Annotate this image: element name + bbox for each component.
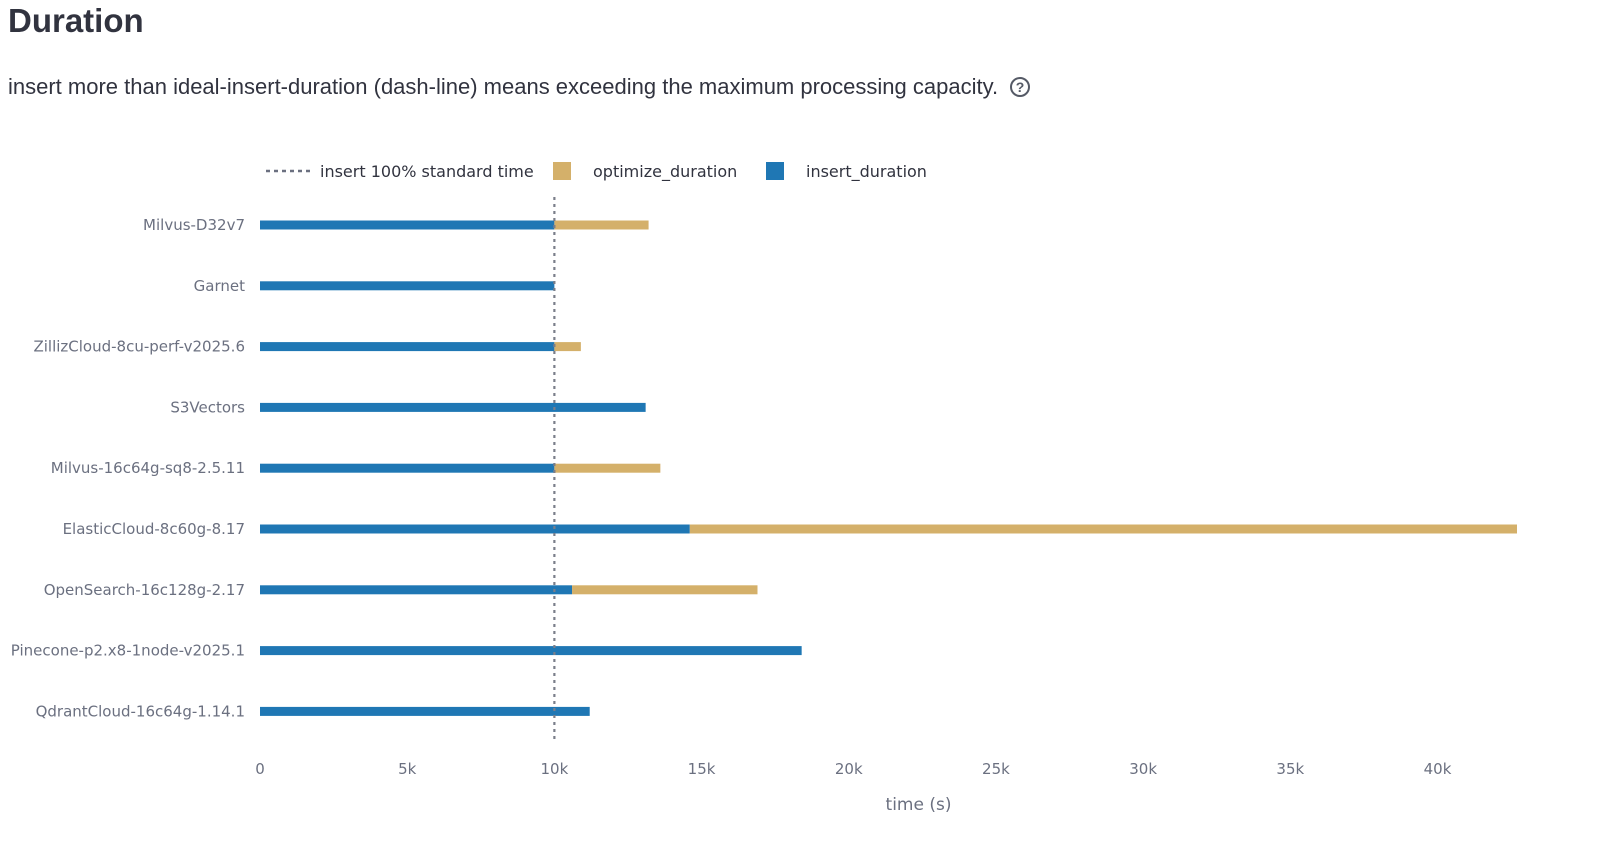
x-tick-label: 20k — [835, 760, 863, 778]
legend-swatch-optimize — [553, 162, 571, 180]
bar-insert-duration — [260, 585, 573, 595]
page-title: Duration — [8, 2, 144, 39]
legend-swatch-insert — [766, 162, 784, 180]
bar-insert-duration — [260, 706, 590, 716]
category-label: Milvus-D32v7 — [143, 216, 245, 234]
bar-insert-duration — [260, 646, 802, 656]
x-axis-title: time (s) — [886, 795, 952, 815]
legend-label-optimize: optimize_duration — [593, 162, 737, 182]
category-label: S3Vectors — [170, 398, 245, 416]
bar-optimize-duration — [554, 220, 649, 230]
subtitle-text: insert more than ideal-insert-duration (… — [8, 74, 999, 99]
category-label: QdrantCloud-16c64g-1.14.1 — [36, 702, 245, 720]
bar-optimize-duration — [572, 585, 758, 595]
bar-optimize-duration — [554, 463, 661, 473]
category-label: Milvus-16c64g-sq8-2.5.11 — [51, 459, 245, 477]
bar-optimize-duration — [689, 524, 1517, 534]
x-tick-label: 10k — [540, 760, 568, 778]
legend-label-standard-time: insert 100% standard time — [320, 162, 534, 181]
bar-insert-duration — [260, 463, 555, 473]
x-tick-label: 35k — [1276, 760, 1304, 778]
x-tick-label: 40k — [1424, 760, 1452, 778]
bar-insert-duration — [260, 220, 555, 230]
chart-description: insert more than ideal-insert-duration (… — [8, 74, 1031, 100]
duration-chart: insert 100% standard time optimize_durati… — [11, 162, 1517, 815]
x-tick-label: 30k — [1129, 760, 1157, 778]
x-tick-label: 5k — [398, 760, 417, 778]
x-tick-label: 25k — [982, 760, 1010, 778]
x-tick-label: 0 — [255, 760, 265, 778]
x-tick-label: 15k — [688, 760, 716, 778]
category-label: Pinecone-p2.x8-1node-v2025.1 — [11, 642, 245, 660]
bar-insert-duration — [260, 342, 555, 352]
bar-optimize-duration — [554, 342, 581, 352]
category-label: Garnet — [194, 277, 245, 295]
question-circle-icon[interactable]: ? — [1010, 77, 1031, 97]
legend-label-insert: insert_duration — [806, 162, 927, 182]
bar-insert-duration — [260, 524, 690, 534]
category-label: ElasticCloud-8c60g-8.17 — [63, 520, 245, 538]
category-label: OpenSearch-16c128g-2.17 — [44, 581, 245, 599]
bar-insert-duration — [260, 402, 646, 412]
bar-insert-duration — [260, 281, 555, 291]
category-label: ZillizCloud-8cu-perf-v2025.6 — [33, 338, 245, 356]
